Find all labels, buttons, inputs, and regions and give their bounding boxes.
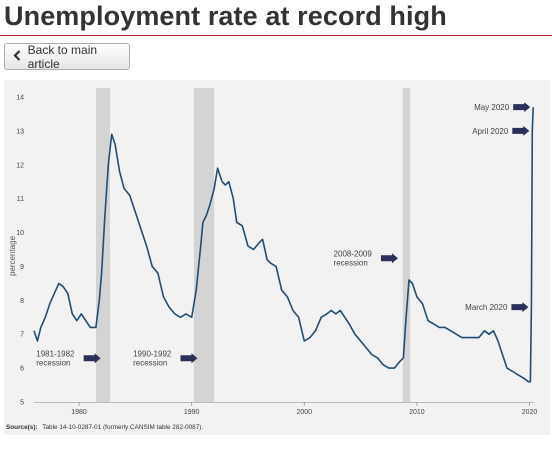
source-text: Table 14-10-0287-01 (formerly CANSIM tab… — [42, 424, 203, 431]
source-note: Source(s): Table 14-10-0287-01 (formerly… — [6, 424, 203, 431]
y-tick-label: 13 — [16, 128, 24, 135]
page-title: Unemployment rate at record high — [4, 1, 447, 31]
recession-label-line: 1990-1992 — [133, 349, 172, 358]
chevron-left-icon — [13, 49, 23, 64]
recession-band-2 — [193, 88, 215, 402]
recession-label-line: recession — [334, 258, 368, 267]
x-tick-label: 2010 — [409, 409, 425, 416]
x-tick-label: 1990 — [184, 409, 200, 416]
right-arrow-icon — [511, 302, 529, 313]
chart-panel: 5 6 7 8 9 10 11 12 13 14 1980 1990 2000 2010 2020 1981… — [4, 80, 550, 435]
y-tick-label: 6 — [20, 366, 24, 373]
y-axis-label: percentage — [8, 235, 17, 276]
month-label: May 2020 — [474, 103, 510, 112]
x-tick-label: 1980 — [71, 409, 87, 416]
y-tick-label: 11 — [17, 196, 24, 203]
y-tick-label: 14 — [16, 95, 24, 102]
recession-band-3 — [402, 88, 411, 402]
month-annotation-3: March 2020 — [465, 302, 529, 313]
y-tick-label: 7 — [20, 332, 24, 339]
right-arrow-icon — [512, 125, 530, 136]
back-button-label: Back to main article — [27, 42, 98, 71]
recession-label-line: 1981-1982 — [36, 349, 75, 358]
unemployment-series-line — [33, 107, 534, 383]
x-tick-label: 2000 — [296, 409, 312, 416]
y-tick-label: 8 — [20, 298, 24, 305]
right-arrow-icon — [83, 353, 101, 364]
month-label: March 2020 — [465, 303, 508, 312]
y-tick-label: 9 — [20, 264, 24, 271]
month-label: April 2020 — [472, 127, 509, 136]
recession-label-line: recession — [36, 358, 70, 367]
recession-label-line: 2008-2009 — [334, 249, 373, 258]
y-tick-label: 5 — [20, 400, 24, 407]
y-tick-label: 12 — [16, 162, 24, 169]
source-label: Source(s): — [6, 424, 38, 431]
y-tick-label: 10 — [16, 230, 24, 237]
title-divider — [0, 35, 552, 36]
month-annotation-2: April 2020 — [472, 125, 530, 136]
recession-label-line: recession — [133, 358, 167, 367]
month-annotation-1: May 2020 — [474, 102, 531, 113]
x-tick-label: 2020 — [522, 409, 538, 416]
right-arrow-icon — [380, 253, 398, 264]
right-arrow-icon — [513, 102, 531, 113]
unemployment-line-chart: 5 6 7 8 9 10 11 12 13 14 1980 1990 2000 2010 2020 1981… — [6, 88, 538, 431]
back-to-main-article-button[interactable]: Back to main article — [4, 42, 130, 71]
right-arrow-icon — [180, 353, 198, 364]
